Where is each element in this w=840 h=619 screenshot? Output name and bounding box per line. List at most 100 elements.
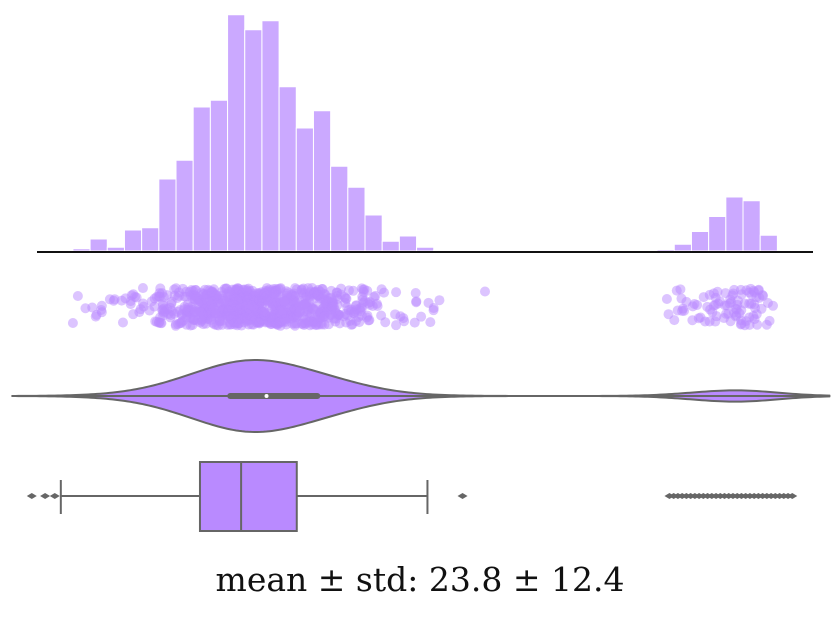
strip-point xyxy=(364,299,375,310)
strip-point xyxy=(712,286,723,297)
histogram-bar xyxy=(89,238,108,252)
histogram-bar xyxy=(347,186,366,252)
strip-point xyxy=(372,301,383,312)
strip-point xyxy=(211,290,222,301)
strip-point xyxy=(723,308,734,319)
strip-point xyxy=(416,311,427,322)
strip-point xyxy=(410,288,421,299)
strip-point xyxy=(678,303,689,314)
histogram-bar xyxy=(330,165,349,252)
strip-point xyxy=(425,317,436,328)
histogram-bar xyxy=(192,106,211,252)
strip-point xyxy=(362,285,373,296)
box-outlier xyxy=(49,493,60,499)
violin-median-dot xyxy=(264,394,269,398)
strip-point xyxy=(210,308,221,319)
strip-point xyxy=(87,302,98,313)
histogram-bar xyxy=(656,249,675,252)
strip-point xyxy=(761,319,772,330)
box-outlier xyxy=(457,493,468,499)
strip-point xyxy=(479,286,490,297)
histogram-bar xyxy=(416,246,435,252)
strip-point xyxy=(179,291,190,302)
box-outlier xyxy=(26,493,37,499)
strip-point xyxy=(125,299,136,310)
strip-point xyxy=(741,285,752,296)
strip-point xyxy=(232,283,243,294)
histogram-bar xyxy=(158,178,177,252)
histogram-bar xyxy=(141,227,160,252)
strip-point xyxy=(291,284,302,295)
strip-point xyxy=(297,318,308,329)
histogram-bar xyxy=(433,249,452,252)
histogram-bar xyxy=(312,110,332,252)
strip-point xyxy=(343,285,354,296)
strip-plot xyxy=(67,283,779,331)
strip-point xyxy=(278,316,289,327)
strip-point xyxy=(687,301,698,312)
histogram-bar xyxy=(364,214,383,252)
strip-point xyxy=(744,298,755,309)
strip-point xyxy=(109,294,120,305)
box-outlier xyxy=(40,493,51,499)
histogram-bar xyxy=(381,240,400,252)
strip-point xyxy=(671,285,682,296)
histogram-bar xyxy=(72,248,91,252)
histogram-bar xyxy=(467,249,486,252)
strip-point xyxy=(128,309,139,320)
box-iqr xyxy=(198,461,298,532)
strip-point xyxy=(72,291,83,302)
histogram-bar xyxy=(209,99,229,252)
strip-point xyxy=(752,319,763,330)
strip-point xyxy=(193,298,204,309)
histogram-bar xyxy=(123,229,143,252)
strip-point xyxy=(240,312,251,323)
histogram-bar xyxy=(261,20,280,252)
box-plot xyxy=(26,461,798,532)
strip-point xyxy=(181,319,192,330)
histogram-bar xyxy=(690,231,710,252)
histogram-bar xyxy=(227,14,246,252)
histogram xyxy=(72,14,778,252)
strip-point xyxy=(242,298,253,309)
histogram-bar xyxy=(244,29,263,252)
strip-point xyxy=(137,283,148,294)
strip-point xyxy=(661,294,672,305)
strip-point xyxy=(748,311,759,322)
strip-point xyxy=(156,318,167,329)
strip-point xyxy=(687,315,698,326)
strip-point xyxy=(259,306,270,317)
strip-point xyxy=(188,314,199,325)
strip-point xyxy=(380,317,391,328)
strip-point xyxy=(131,292,142,303)
strip-point xyxy=(326,285,337,296)
histogram-bar xyxy=(398,235,418,252)
strip-point xyxy=(391,287,402,298)
histogram-bar xyxy=(106,246,125,252)
strip-point xyxy=(279,296,290,307)
strip-point xyxy=(241,284,252,295)
strip-point xyxy=(391,320,402,331)
strip-point xyxy=(725,316,736,327)
histogram-bar xyxy=(295,127,314,252)
strip-point xyxy=(741,316,752,327)
summary-caption: mean ± std: 23.8 ± 12.4 xyxy=(215,560,625,599)
histogram-bar xyxy=(708,216,727,252)
strip-point xyxy=(423,297,434,308)
strip-point xyxy=(361,312,372,323)
strip-point xyxy=(138,301,149,312)
strip-point xyxy=(346,304,357,315)
strip-point xyxy=(669,315,680,326)
strip-point xyxy=(707,307,718,318)
histogram-bar xyxy=(673,243,692,252)
strip-point xyxy=(768,300,779,311)
strip-point xyxy=(190,306,201,317)
strip-point xyxy=(330,316,341,327)
violin-plot xyxy=(11,358,831,434)
strip-point xyxy=(434,295,445,306)
histogram-bar xyxy=(725,196,744,252)
histogram-bar xyxy=(175,159,194,252)
strip-point xyxy=(729,284,740,295)
box-outlier xyxy=(787,493,798,499)
